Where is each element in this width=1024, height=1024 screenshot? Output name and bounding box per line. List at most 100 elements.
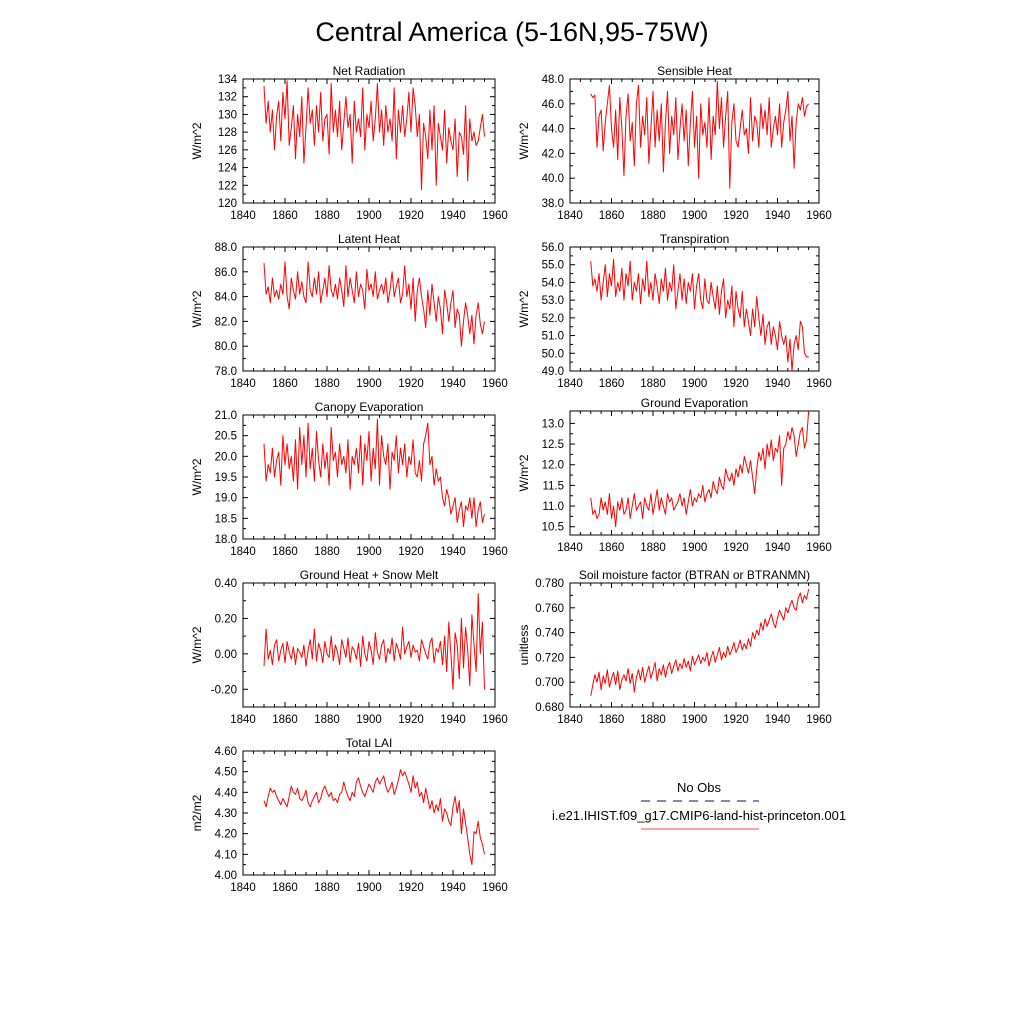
y-tick-label: 132 — [218, 92, 237, 104]
panel-net-radiation: Net Radiation W/m^2 120 122 124 126 128 130 132 1… — [190, 64, 508, 222]
y-tick-label: 88.0 — [215, 242, 237, 254]
x-tick-label: 1840 — [557, 714, 583, 726]
y-tick-label: 4.50 — [215, 767, 237, 779]
x-tick-label: 1840 — [557, 210, 583, 222]
panel-title-ground-evaporation: Ground Evaporation — [641, 396, 748, 410]
x-tick-label: 1920 — [398, 882, 424, 894]
y-tick-label: 18.5 — [215, 513, 237, 525]
x-tick-label: 1860 — [272, 714, 298, 726]
y-tick-label: 0.780 — [535, 578, 564, 590]
series-line-ground-heat-snow-melt — [263, 593, 485, 690]
y-tick-label: 11.5 — [542, 480, 564, 492]
x-tick-label: 1860 — [272, 378, 298, 390]
panel-latent-heat: Latent Heat W/m^2 78.0 80.0 82.0 84.0 86.0 88.0… — [190, 232, 508, 390]
series-line-total-lai — [263, 769, 485, 866]
y-tick-label: 128 — [218, 127, 237, 139]
x-tick-label: 1840 — [557, 378, 583, 390]
y-tick-label: 49.0 — [542, 366, 564, 378]
x-tick-label: 1960 — [482, 714, 508, 726]
x-tick-label: 1860 — [272, 882, 298, 894]
y-axis-label: W/m^2 — [190, 626, 204, 663]
y-axis-label: unitless — [517, 625, 531, 666]
y-tick-label: 86.0 — [215, 267, 237, 279]
y-axis-label: W/m^2 — [517, 122, 531, 159]
y-tick-label: 4.40 — [215, 787, 237, 799]
y-tick-label: 13.0 — [542, 418, 564, 430]
y-tick-label: 0.20 — [215, 613, 237, 625]
x-tick-label: 1940 — [765, 714, 791, 726]
panel-ground-heat-snow-melt: Ground Heat + Snow Melt W/m^2 -0.20 0.00 0.2… — [190, 568, 508, 726]
y-tick-label: 46.0 — [542, 99, 564, 111]
x-tick-label: 1840 — [230, 546, 256, 558]
y-tick-label: 11.0 — [542, 501, 564, 513]
panel-sensible-heat: Sensible Heat W/m^2 38.0 40.0 42.0 44.0 46.0 48… — [517, 64, 832, 222]
plot-frame — [569, 410, 820, 536]
y-tick-label: 0.700 — [535, 677, 564, 689]
legend: No Obs i.e21.IHIST.f09_g17.CMIP6-land-hi… — [552, 780, 846, 830]
y-tick-label: -0.20 — [211, 684, 237, 696]
x-tick-label: 1940 — [440, 378, 466, 390]
x-tick-label: 1840 — [230, 714, 256, 726]
panel-total-lai: Total LAI m2/m2 4.00 4.10 4.20 4.30 4.40 4.50 4.… — [190, 736, 508, 894]
panel-title-total-lai: Total LAI — [346, 736, 393, 750]
y-tick-label: 19.5 — [215, 472, 237, 484]
y-tick-label: 10.5 — [542, 522, 564, 534]
y-tick-label: 0.740 — [535, 628, 564, 640]
panel-soil-moisture-factor-btran-or-btranmn: Soil moisture factor (BTRAN or BTRANMN) u… — [517, 568, 832, 726]
panel-title-transpiration: Transpiration — [660, 232, 730, 246]
x-tick-label: 1840 — [230, 882, 256, 894]
panel-title-net-radiation: Net Radiation — [333, 64, 406, 78]
x-tick-label: 1960 — [806, 378, 832, 390]
y-tick-label: 53.0 — [542, 295, 564, 307]
x-tick-label: 1900 — [356, 378, 382, 390]
x-tick-label: 1860 — [272, 210, 298, 222]
x-tick-label: 1920 — [723, 714, 749, 726]
y-tick-label: 42.0 — [542, 148, 564, 160]
x-tick-label: 1880 — [314, 378, 340, 390]
x-tick-label: 1880 — [314, 714, 340, 726]
series-line-canopy-evaporation — [263, 418, 485, 528]
y-tick-label: 18.0 — [215, 534, 237, 546]
x-tick-label: 1860 — [599, 714, 625, 726]
x-tick-label: 1960 — [482, 378, 508, 390]
panel-title-ground-heat-snow-melt: Ground Heat + Snow Melt — [300, 568, 439, 582]
x-tick-label: 1860 — [599, 210, 625, 222]
x-tick-label: 1900 — [356, 546, 382, 558]
x-tick-label: 1840 — [230, 378, 256, 390]
x-tick-label: 1960 — [482, 546, 508, 558]
y-axis-label: m2/m2 — [190, 794, 204, 831]
series-line-ground-evaporation — [590, 410, 810, 528]
x-tick-label: 1860 — [599, 378, 625, 390]
x-tick-label: 1940 — [440, 882, 466, 894]
x-tick-label: 1940 — [440, 210, 466, 222]
y-tick-label: 4.60 — [215, 746, 237, 758]
x-tick-label: 1900 — [682, 210, 708, 222]
x-tick-label: 1880 — [314, 210, 340, 222]
y-tick-label: 0.720 — [535, 652, 564, 664]
y-tick-label: 56.0 — [542, 242, 564, 254]
panel-transpiration: Transpiration W/m^2 49.0 50.0 51.0 52.0 53.0 54… — [517, 232, 832, 390]
x-tick-label: 1960 — [482, 882, 508, 894]
legend-label-model: i.e21.IHIST.f09_g17.CMIP6-land-hist-prin… — [552, 808, 846, 823]
y-tick-label: 78.0 — [215, 366, 237, 378]
y-tick-label: 21.0 — [215, 410, 237, 422]
x-tick-label: 1900 — [682, 378, 708, 390]
x-tick-label: 1900 — [682, 542, 708, 554]
x-tick-label: 1960 — [482, 210, 508, 222]
x-tick-label: 1940 — [440, 546, 466, 558]
x-tick-label: 1880 — [314, 882, 340, 894]
panel-title-sensible-heat: Sensible Heat — [657, 64, 732, 78]
x-tick-label: 1900 — [356, 210, 382, 222]
x-tick-label: 1880 — [640, 542, 666, 554]
y-tick-label: 38.0 — [542, 198, 564, 210]
x-tick-label: 1940 — [765, 378, 791, 390]
y-tick-label: 80.0 — [215, 341, 237, 353]
y-tick-label: 48.0 — [542, 74, 564, 86]
y-tick-label: 40.0 — [542, 173, 564, 185]
x-tick-label: 1840 — [230, 210, 256, 222]
y-tick-label: 122 — [218, 180, 237, 192]
y-tick-label: 52.0 — [542, 313, 564, 325]
series-line-soil-moisture-factor-btran-or-btranmn — [590, 589, 810, 696]
x-tick-label: 1860 — [272, 546, 298, 558]
